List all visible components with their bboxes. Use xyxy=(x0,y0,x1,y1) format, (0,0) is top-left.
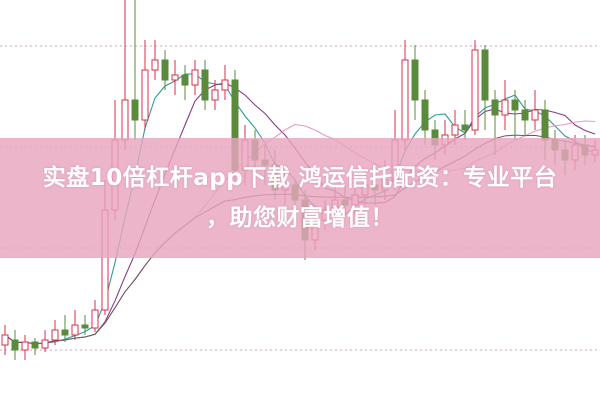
candle-body xyxy=(121,99,129,141)
candle-body xyxy=(531,109,539,121)
candle-body xyxy=(1,334,9,346)
candle-body xyxy=(71,324,79,336)
candle-body xyxy=(181,74,189,86)
candle-body xyxy=(151,59,159,71)
candle-body xyxy=(91,309,99,329)
candle-body xyxy=(21,341,29,351)
candle-body xyxy=(541,109,549,141)
candle-body xyxy=(411,59,419,101)
candle-body xyxy=(201,69,209,101)
title-line-1: 实盘10倍杠杆app下载 鸿运信托配资：专业平台 xyxy=(42,165,558,191)
candle-body xyxy=(471,49,479,131)
candle-body xyxy=(171,74,179,81)
candle-body xyxy=(81,324,89,329)
candle-body xyxy=(421,99,429,131)
candle-body xyxy=(131,99,139,121)
candle-body xyxy=(161,59,169,81)
candle-body xyxy=(41,339,49,349)
candle-body xyxy=(401,59,409,141)
candle-body xyxy=(481,49,489,101)
candle-body xyxy=(221,79,229,91)
title-line-2: ，助您财富增值！ xyxy=(206,205,394,231)
candle-body xyxy=(31,341,39,349)
candle-body xyxy=(521,109,529,121)
candle-body xyxy=(51,329,59,341)
candle-body xyxy=(211,89,219,101)
candle-body xyxy=(11,339,19,351)
candle-body xyxy=(491,99,499,116)
candle-body xyxy=(451,124,459,136)
candle-body xyxy=(461,124,469,131)
candle-body xyxy=(141,69,149,121)
candle-body xyxy=(191,69,199,86)
candle-body xyxy=(511,99,519,111)
title-banner: 实盘10倍杠杆app下载 鸿运信托配资：专业平台 ，助您财富增值！ xyxy=(0,138,600,258)
candle-body xyxy=(501,99,509,116)
candle-body xyxy=(61,329,69,336)
